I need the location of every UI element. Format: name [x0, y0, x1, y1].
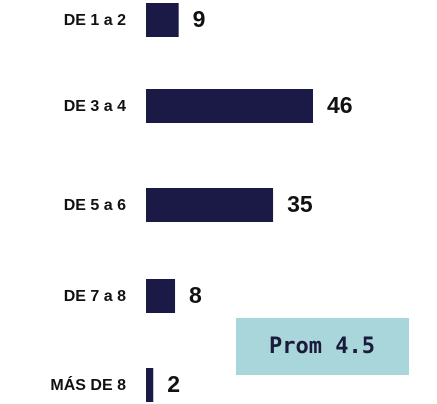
value-label: 46 — [327, 92, 353, 118]
value-label: 8 — [189, 282, 202, 308]
bar — [146, 89, 313, 123]
category-label: DE 3 a 4 — [64, 98, 126, 115]
category-label: DE 7 a 8 — [64, 288, 126, 305]
category-label: DE 1 a 2 — [64, 12, 126, 29]
bar — [146, 368, 154, 402]
bar — [146, 279, 176, 313]
category-label: DE 5 a 6 — [64, 197, 126, 214]
annotation: Prom 4.5 — [269, 334, 375, 359]
value-label: 9 — [193, 6, 206, 32]
category-label: MÁS DE 8 — [50, 375, 126, 394]
bar — [146, 188, 274, 222]
bar — [146, 3, 179, 37]
value-label: 2 — [167, 371, 180, 397]
annotation-box — [236, 318, 409, 375]
value-label: 35 — [287, 191, 313, 217]
